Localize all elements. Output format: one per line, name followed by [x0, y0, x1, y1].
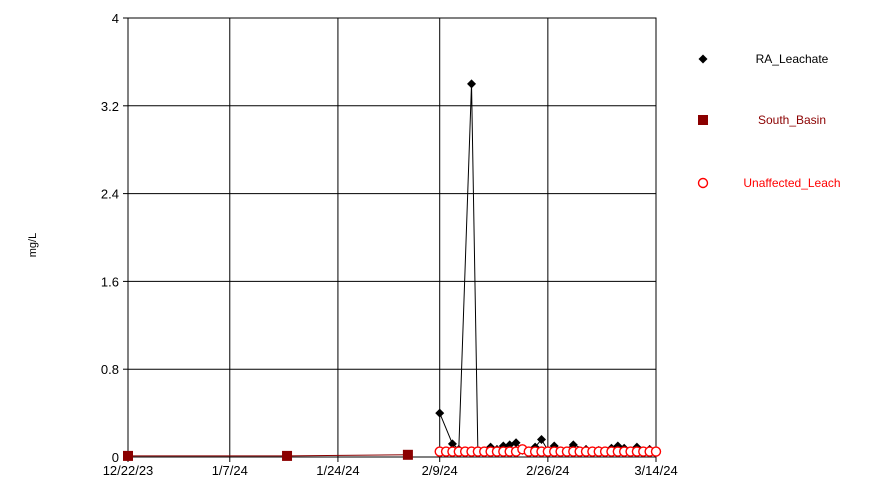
- legend-south-basin-label: South_Basin: [758, 113, 826, 127]
- y-tick-label: 0: [112, 450, 119, 465]
- legend-ra-leachate-marker: [698, 54, 708, 64]
- x-tick-label: 2/26/24: [526, 463, 569, 478]
- y-tick-label: 3.2: [101, 99, 119, 114]
- series-ra-leachate-point: [536, 434, 546, 444]
- x-axis-ticks: 12/22/23 1/7/24 1/24/24 2/9/24 2/26/24 3/14/2…: [103, 457, 678, 478]
- series-layer: [123, 79, 662, 461]
- y-tick-label: 1.6: [101, 274, 119, 289]
- y-axis-ticks: 0 0.8 1.6 2.4 3.2 4: [101, 11, 128, 465]
- x-tick-label: 12/22/23: [103, 463, 154, 478]
- legend-unaffected-leach-label: Unaffected_Leach: [743, 176, 840, 190]
- legend-unaffected-leach-marker: [697, 177, 709, 189]
- series-ra-leachate-point: [467, 79, 477, 89]
- y-tick-label: 2.4: [101, 187, 119, 202]
- series-south-basin-point: [282, 450, 293, 461]
- legend-ra-leachate-label: RA_Leachate: [756, 52, 829, 66]
- x-tick-label: 1/24/24: [316, 463, 359, 478]
- legend-south-basin-marker: [698, 115, 708, 125]
- x-tick-label: 2/9/24: [422, 463, 458, 478]
- series-south-basin-markers: [123, 449, 413, 461]
- series-ra-leachate-point: [435, 408, 445, 418]
- series-unaffected-leach-point: [650, 446, 662, 457]
- y-axis-label: mg/L: [27, 233, 39, 257]
- y-tick-label: 0.8: [101, 362, 119, 377]
- series-south-basin-point: [123, 450, 133, 461]
- x-tick-label: 3/14/24: [634, 463, 677, 478]
- series-ra-leachate-point: [447, 439, 457, 449]
- x-tick-label: 1/7/24: [212, 463, 248, 478]
- series-ra-leachate-point: [511, 438, 521, 448]
- legend: RA_Leachate South_Basin Unaffected_Leach: [697, 52, 841, 190]
- plot-frame: [127, 17, 657, 458]
- series-south-basin-point: [402, 449, 413, 460]
- series-unaffected-leach-markers: [434, 444, 662, 457]
- y-tick-label: 4: [112, 11, 119, 26]
